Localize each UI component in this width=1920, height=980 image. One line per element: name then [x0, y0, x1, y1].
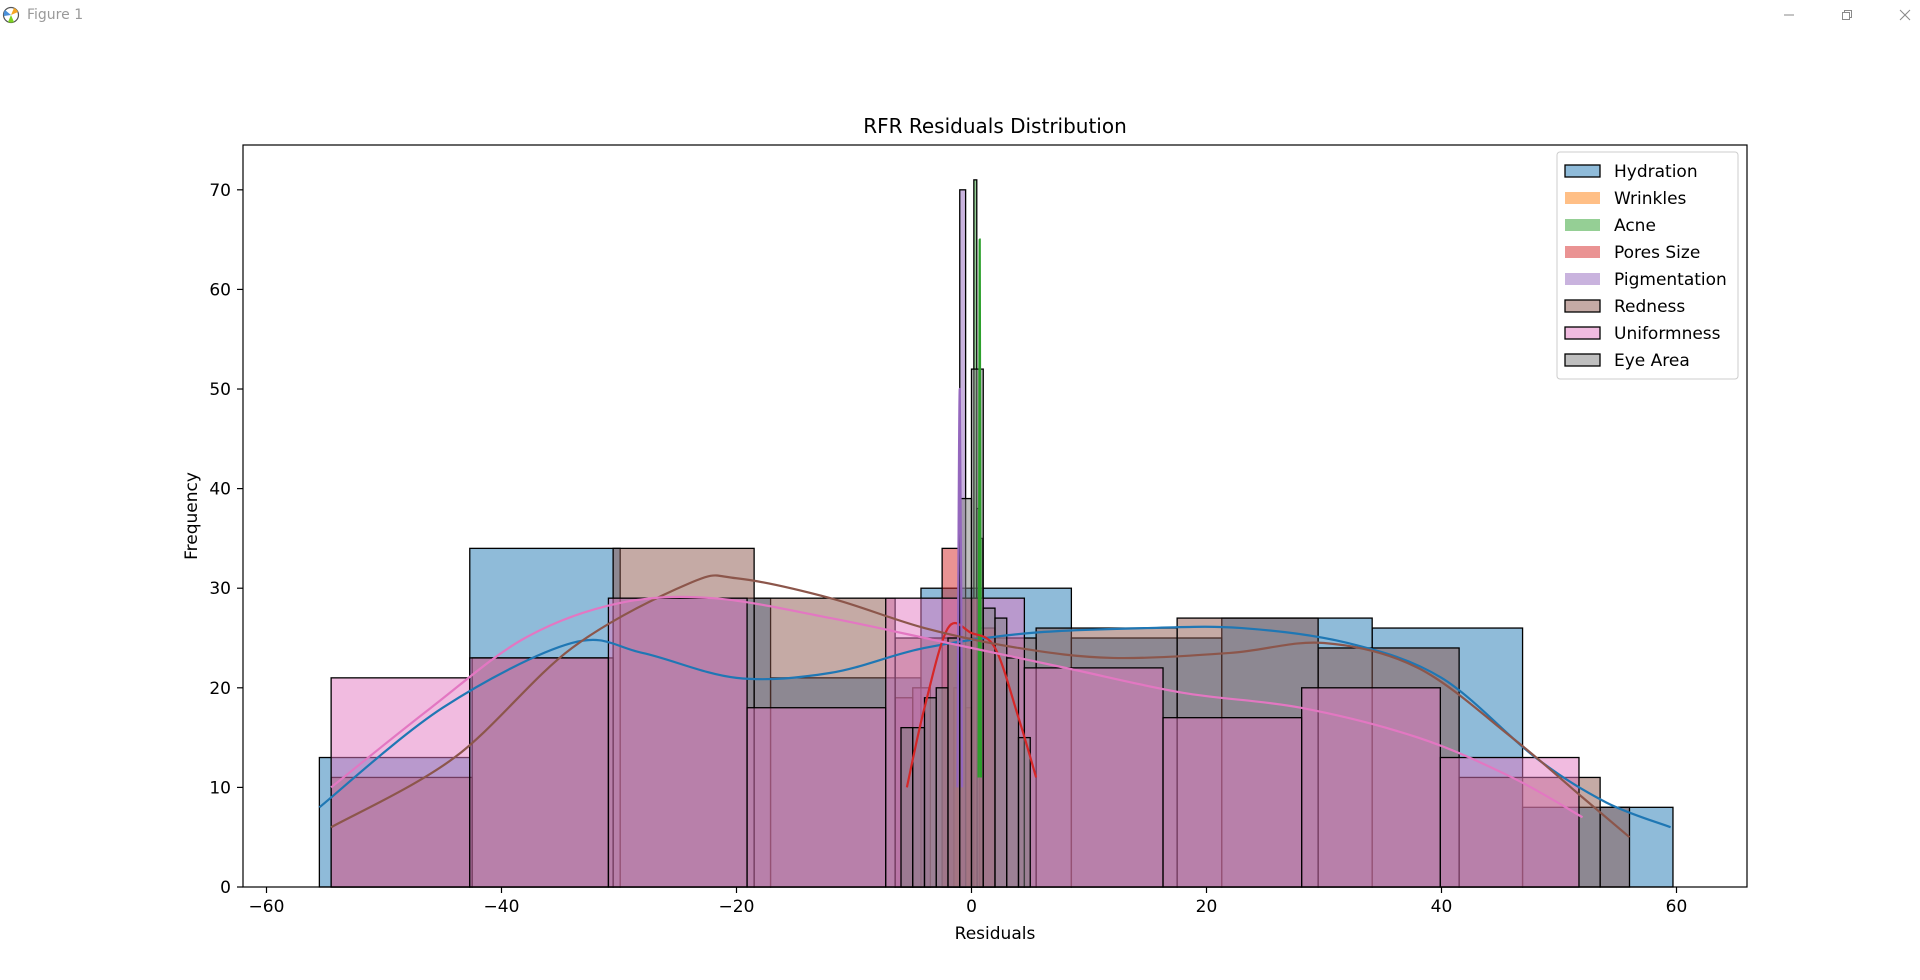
- x-axis-label: Residuals: [955, 924, 1036, 944]
- y-tick-label: 70: [209, 181, 231, 201]
- legend: Hydration Wrinkles Acne Pores Size Pigmentat…: [1556, 151, 1739, 380]
- legend-swatch-pigmentation: [1565, 273, 1600, 285]
- bar-uniformness-6: [1162, 717, 1303, 888]
- y-tick-label: 20: [209, 679, 231, 699]
- legend-label-uniformness: Uniformness: [1614, 324, 1721, 344]
- bar-eye-area-2: [923, 697, 937, 888]
- legend-label-redness: Redness: [1614, 297, 1685, 317]
- y-tick-label: 10: [209, 778, 231, 798]
- y-tick-label: 30: [209, 579, 231, 599]
- y-tick-label: 40: [209, 480, 231, 500]
- x-tick-label: −60: [249, 897, 285, 917]
- legend-label-wrinkles: Wrinkles: [1614, 189, 1687, 209]
- bar-uniformness-3: [746, 707, 887, 888]
- bar-uniformness-2: [607, 597, 748, 888]
- legend-swatch-pores-size: [1565, 246, 1600, 258]
- kde-hydration: [318, 625, 1672, 829]
- legend-swatch-acne: [1565, 219, 1600, 231]
- legend-label-acne: Acne: [1614, 216, 1656, 236]
- legend-box: [1556, 151, 1739, 380]
- legend-label-pigmentation: Pigmentation: [1614, 270, 1727, 290]
- restore-icon: [1841, 9, 1853, 21]
- bar-uniformness-7: [1301, 687, 1441, 888]
- close-icon: [1899, 9, 1911, 21]
- x-tick-label: 20: [1196, 897, 1218, 917]
- legend-label-hydration: Hydration: [1614, 162, 1698, 182]
- axes-frame: [242, 144, 1748, 888]
- kde-curves: [318, 238, 1672, 839]
- chart-title: RFR Residuals Distribution: [863, 114, 1127, 138]
- legend-swatch-hydration: [1564, 164, 1601, 178]
- minimize-icon: [1783, 9, 1795, 21]
- axis-ticks: −60 −40 −20 0 20 40 60 0 10 20 30 40 50 60 70: [209, 181, 1687, 917]
- legend-label-pores-size: Pores Size: [1614, 243, 1700, 263]
- kde-uniformness: [330, 595, 1584, 819]
- x-tick-label: 60: [1666, 897, 1688, 917]
- x-tick-label: −40: [484, 897, 520, 917]
- minimize-button[interactable]: [1760, 0, 1818, 30]
- x-tick-label: 40: [1431, 897, 1453, 917]
- kde-pigmentation: [956, 387, 964, 788]
- kde-redness: [330, 574, 1631, 839]
- legend-swatch-wrinkles: [1565, 192, 1600, 204]
- y-tick-label: 60: [209, 280, 231, 300]
- bar-redness-9: [1599, 806, 1631, 888]
- bar-eye-area-9: [1006, 657, 1020, 888]
- bar-uniformness-0: [330, 677, 471, 888]
- restore-button[interactable]: [1818, 0, 1876, 30]
- window-titlebar: Figure 1: [0, 0, 1920, 30]
- bar-uniformness-1: [469, 657, 610, 888]
- kde-acne: [977, 238, 982, 778]
- x-tick-label: −20: [719, 897, 755, 917]
- y-axis-label: Frequency: [182, 472, 202, 560]
- bar-uniformness-8: [1439, 756, 1580, 888]
- window-title: Figure 1: [27, 7, 84, 23]
- legend-swatch-eye-area: [1564, 353, 1601, 367]
- bar-uniformness-5: [1023, 667, 1164, 888]
- bar-eye-area-0: [900, 726, 914, 888]
- x-tick-label: 0: [966, 897, 977, 917]
- kde-pores-size: [905, 622, 1038, 788]
- histogram-bars: [318, 179, 1674, 888]
- legend-label-eye-area: Eye Area: [1614, 351, 1690, 371]
- legend-swatch-uniformness: [1564, 326, 1601, 340]
- matplotlib-figure-icon: [2, 6, 20, 24]
- close-button[interactable]: [1876, 0, 1920, 30]
- bar-eye-area-10: [1017, 736, 1031, 888]
- y-tick-label: 0: [220, 878, 231, 898]
- legend-swatch-redness: [1564, 299, 1601, 313]
- bar-eye-area-8: [994, 617, 1008, 888]
- y-tick-label: 50: [209, 380, 231, 400]
- bar-eye-area-3: [935, 687, 949, 888]
